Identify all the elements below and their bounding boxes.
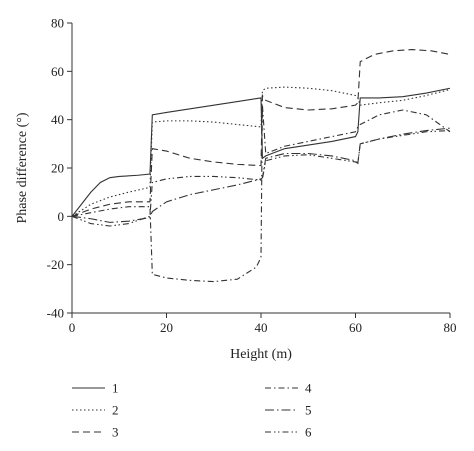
y-tick-label: 80 (51, 16, 64, 31)
y-tick-label: -40 (47, 306, 64, 321)
series-line-3 (71, 49, 451, 217)
legend-label-5: 5 (305, 403, 312, 418)
y-tick-label: 0 (58, 209, 65, 224)
x-axis-title: Height (m) (230, 347, 292, 362)
y-tick-label: 20 (51, 161, 64, 176)
tick-labels: 0 20 40 60 80 -40 -20 0 20 40 60 80 (47, 16, 457, 336)
legend-label-1: 1 (112, 381, 119, 396)
x-tick-label: 60 (349, 320, 362, 335)
x-tick-label: 20 (160, 320, 173, 335)
y-tick-label: 40 (51, 112, 64, 127)
tick-marks (67, 22, 451, 318)
series-line-6 (71, 129, 451, 227)
legend-label-4: 4 (305, 381, 312, 396)
series-line-1 (71, 87, 451, 217)
y-axis-title: Phase difference (°) (15, 112, 30, 223)
y-tick-label: -20 (47, 257, 64, 272)
legend-label-3: 3 (112, 425, 119, 440)
legend-label-6: 6 (305, 425, 312, 440)
series-line-4 (71, 105, 451, 283)
axes (71, 23, 450, 314)
x-tick-label: 0 (69, 320, 76, 335)
x-tick-label: 40 (255, 320, 268, 335)
series-line-2 (71, 86, 451, 217)
legend-label-2: 2 (112, 403, 119, 418)
x-tick-label: 80 (444, 320, 457, 335)
legend: 1 2 3 4 5 6 (72, 381, 312, 440)
series-lines (71, 49, 451, 283)
y-tick-label: 60 (51, 64, 64, 79)
